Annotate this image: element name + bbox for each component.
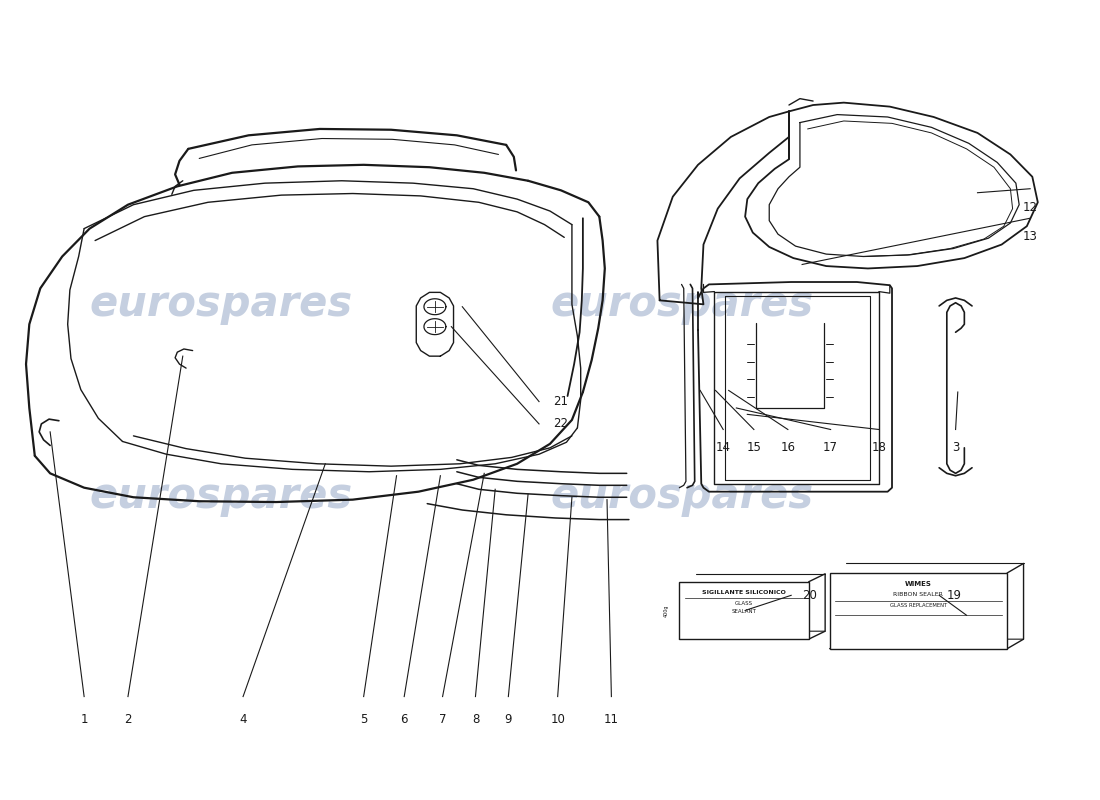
Text: 15: 15 bbox=[747, 442, 761, 454]
Text: GLASS REPLACEMENT: GLASS REPLACEMENT bbox=[890, 603, 947, 608]
Text: 5: 5 bbox=[360, 713, 367, 726]
Text: 21: 21 bbox=[553, 395, 569, 408]
Text: 14: 14 bbox=[716, 442, 730, 454]
Text: 4: 4 bbox=[240, 713, 246, 726]
Text: eurospares: eurospares bbox=[550, 474, 813, 517]
Text: 22: 22 bbox=[553, 418, 569, 430]
Text: 16: 16 bbox=[780, 442, 795, 454]
Text: 19: 19 bbox=[947, 589, 961, 602]
Text: 400g: 400g bbox=[663, 604, 669, 617]
Text: 11: 11 bbox=[604, 713, 619, 726]
Text: eurospares: eurospares bbox=[550, 283, 813, 326]
Text: eurospares: eurospares bbox=[89, 283, 353, 326]
Text: 3: 3 bbox=[952, 442, 959, 454]
Text: 2: 2 bbox=[124, 713, 132, 726]
Text: 12: 12 bbox=[1023, 201, 1037, 214]
Text: SIGILLANTE SILICONICO: SIGILLANTE SILICONICO bbox=[702, 590, 786, 594]
Text: WIMES: WIMES bbox=[905, 582, 932, 587]
FancyBboxPatch shape bbox=[680, 582, 808, 639]
Text: 18: 18 bbox=[871, 442, 887, 454]
Text: eurospares: eurospares bbox=[89, 474, 353, 517]
Text: 10: 10 bbox=[550, 713, 565, 726]
Text: 9: 9 bbox=[505, 713, 513, 726]
Text: 20: 20 bbox=[802, 589, 817, 602]
Text: SEALANT: SEALANT bbox=[732, 609, 757, 614]
Text: RIBBON SEALER: RIBBON SEALER bbox=[893, 593, 944, 598]
Text: GLASS: GLASS bbox=[735, 601, 754, 606]
Text: 17: 17 bbox=[823, 442, 838, 454]
Text: 6: 6 bbox=[400, 713, 408, 726]
Text: 1: 1 bbox=[80, 713, 88, 726]
Text: 7: 7 bbox=[439, 713, 447, 726]
Text: 8: 8 bbox=[472, 713, 480, 726]
FancyBboxPatch shape bbox=[829, 573, 1008, 649]
Text: 13: 13 bbox=[1023, 230, 1037, 243]
